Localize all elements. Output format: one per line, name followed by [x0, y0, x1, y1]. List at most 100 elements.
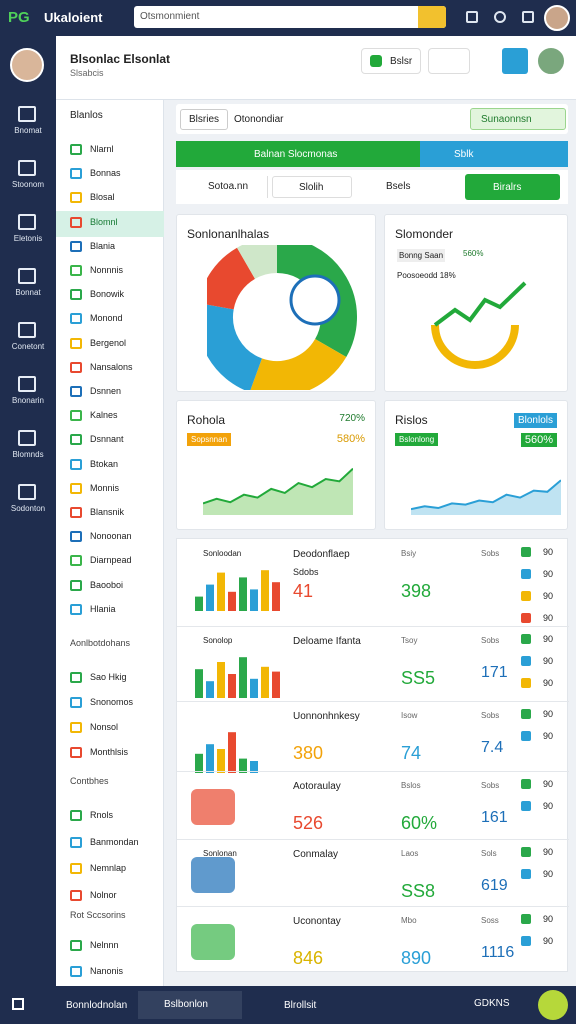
dropdown[interactable] — [428, 48, 470, 74]
sidebar-item[interactable]: Nlarnl — [90, 144, 114, 154]
rail-icon[interactable] — [18, 484, 36, 500]
sidebar-item[interactable]: Snonomos — [90, 697, 134, 707]
item-icon[interactable] — [70, 337, 82, 349]
sidebar-item[interactable]: Sao Hkig — [90, 672, 127, 682]
sidebar-item[interactable]: Btokan — [90, 458, 119, 469]
sidebar-item[interactable]: Blosal — [90, 192, 115, 203]
item-icon[interactable] — [70, 603, 82, 615]
rail-icon[interactable] — [18, 376, 36, 392]
sidebar-item[interactable]: Nemnlap — [90, 863, 127, 873]
item-icon[interactable] — [70, 863, 82, 874]
item-icon[interactable] — [70, 747, 82, 758]
task[interactable]: Bslbonlon — [138, 991, 242, 1019]
item-icon[interactable] — [70, 482, 82, 494]
filter[interactable]: Bsels — [386, 181, 411, 192]
rail-label[interactable]: Sodonton — [10, 504, 46, 513]
rail-label[interactable]: Eletonis — [13, 234, 43, 243]
item-icon[interactable] — [70, 531, 82, 543]
item-icon[interactable] — [70, 889, 82, 901]
rail-icon[interactable] — [18, 322, 36, 338]
sidebar-item[interactable]: Diarnpead — [90, 555, 132, 566]
header-avatar[interactable] — [536, 46, 566, 76]
rail-label[interactable]: Stoonom — [11, 180, 45, 189]
item-icon[interactable] — [70, 386, 82, 397]
rail-icon[interactable] — [18, 214, 36, 230]
sidebar-item[interactable]: Kalnes — [90, 410, 118, 421]
next-button[interactable] — [502, 48, 528, 74]
fab[interactable] — [538, 990, 568, 1020]
sidebar-item[interactable]: Bonnas — [90, 168, 121, 179]
item-icon[interactable] — [70, 836, 82, 848]
search-box[interactable]: Otsmonmient — [134, 6, 446, 28]
item-icon[interactable] — [70, 434, 82, 446]
item-icon[interactable] — [70, 216, 82, 228]
top-icon[interactable] — [494, 11, 506, 23]
item-icon[interactable] — [70, 966, 82, 977]
tab[interactable]: Blsries — [180, 109, 229, 130]
sidebar-item[interactable]: Monthlsis — [90, 747, 129, 757]
rail-label[interactable]: Blomnds — [12, 450, 44, 459]
sidebar-item[interactable]: Hlania — [90, 603, 116, 614]
sidebar-item[interactable]: Nonoonan — [90, 531, 132, 542]
sidebar-item[interactable]: Dsnnen — [90, 386, 122, 396]
item-icon[interactable] — [70, 265, 82, 276]
item-icon[interactable] — [70, 579, 82, 591]
rail-icon[interactable] — [18, 106, 36, 122]
sidebar-item[interactable]: Nelnnn — [90, 940, 119, 950]
filter[interactable]: Sotoa.nn — [182, 176, 268, 198]
filter[interactable]: Slolih — [272, 176, 352, 198]
item-icon[interactable] — [70, 697, 82, 708]
item-icon[interactable] — [70, 361, 82, 373]
item-icon[interactable] — [70, 168, 82, 180]
item-icon[interactable] — [70, 289, 82, 301]
sidebar-item[interactable]: Bonowik — [90, 289, 125, 300]
item-icon[interactable] — [70, 144, 82, 155]
header-button[interactable]: Bslsr — [361, 48, 421, 74]
mini-bar — [272, 582, 280, 611]
rail-label[interactable]: Bnonarin — [11, 396, 45, 405]
item-icon[interactable] — [70, 940, 82, 951]
rail-icon[interactable] — [18, 160, 36, 176]
task[interactable]: Bonnlodnolan — [66, 1000, 128, 1011]
top-icon[interactable] — [466, 11, 478, 23]
item-icon[interactable] — [70, 722, 82, 733]
avatar[interactable] — [544, 5, 570, 31]
grid-icon[interactable] — [12, 998, 24, 1010]
mini-bar — [250, 678, 258, 698]
item-icon[interactable] — [70, 672, 82, 683]
sidebar-item[interactable]: Nonsol — [90, 722, 119, 732]
rail-label[interactable]: Conetont — [11, 342, 45, 351]
header-button-text[interactable]: Bslsr — [390, 56, 413, 67]
sidebar-item[interactable]: Dsnnant — [90, 434, 124, 445]
item-icon[interactable] — [70, 192, 82, 204]
sidebar-item[interactable]: Baooboi — [90, 579, 124, 590]
item-icon[interactable] — [70, 507, 82, 518]
item-icon[interactable] — [70, 458, 82, 470]
rail-label[interactable]: Bnomat — [14, 126, 42, 135]
sidebar-item[interactable]: Rnols — [90, 810, 114, 820]
item-icon[interactable] — [70, 313, 82, 325]
search-button[interactable] — [418, 6, 446, 28]
sidebar-item[interactable]: Blansnik — [90, 507, 125, 517]
sidebar-item[interactable]: Bergenol — [90, 337, 127, 348]
sidebar-item[interactable]: Blomnl — [90, 216, 118, 227]
sidebar-item[interactable]: Banmondan — [90, 836, 139, 847]
item-icon[interactable] — [70, 410, 82, 422]
sidebar-item[interactable]: Monond — [90, 313, 123, 324]
top-icon[interactable] — [522, 11, 534, 23]
rail-icon[interactable] — [18, 430, 36, 446]
task[interactable]: Blrollsit — [284, 1000, 317, 1011]
sidebar-item[interactable]: Nanonis — [90, 966, 124, 976]
sidebar-item[interactable]: Nolnor — [90, 889, 117, 900]
item-icon[interactable] — [70, 240, 82, 252]
item-icon[interactable] — [70, 810, 82, 821]
action-button[interactable]: Sunaonnsn — [470, 108, 566, 130]
sidebar-item[interactable]: Nansalons — [90, 361, 133, 372]
sidebar-item[interactable]: Blania — [90, 240, 116, 251]
filter-button[interactable]: Biralrs — [465, 174, 560, 200]
item-icon[interactable] — [70, 555, 82, 567]
rail-icon[interactable] — [18, 268, 36, 284]
sidebar-item[interactable]: Nonnnis — [90, 265, 124, 275]
sidebar-item[interactable]: Monnis — [90, 482, 120, 493]
rail-label[interactable]: Bonnat — [15, 288, 41, 297]
